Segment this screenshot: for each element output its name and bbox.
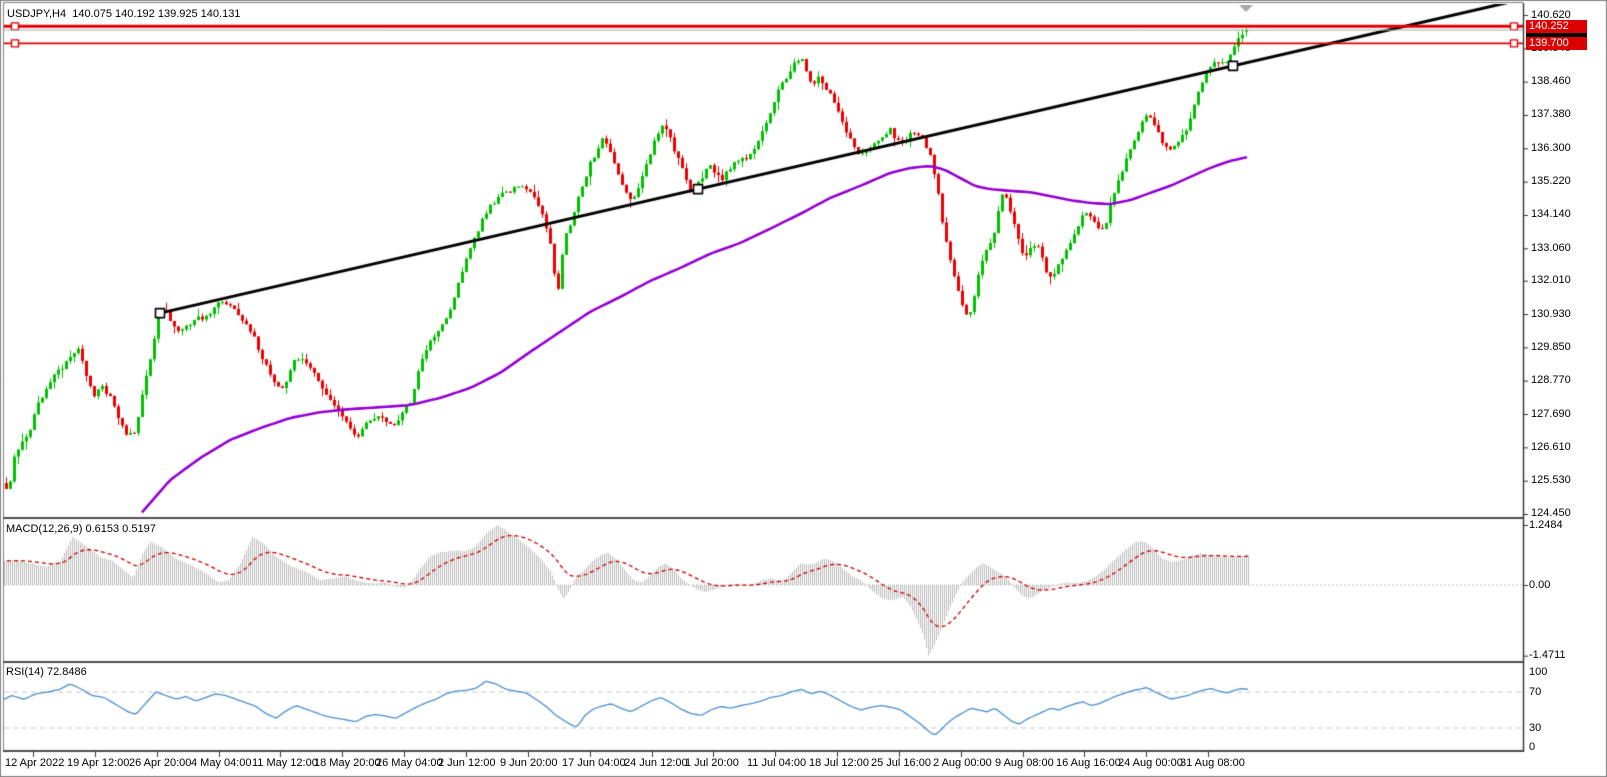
time-axis-label: 16 Aug 16:00	[1056, 757, 1121, 769]
price-axis-tick-label: 126.610	[1531, 440, 1571, 453]
price-axis-tick-label: 140.620	[1531, 8, 1571, 21]
macd-axis-tick-label: 0.00	[1529, 578, 1551, 591]
price-axis-tick-label: 138.460	[1531, 75, 1571, 88]
time-axis-label: 31 Aug 08:00	[1180, 757, 1245, 769]
time-axis-label: 18 Jul 12:00	[809, 757, 869, 769]
time-axis-label: 9 Jun 20:00	[500, 757, 558, 769]
time-axis-label: 11 May 12:00	[252, 757, 318, 769]
time-axis-label: 12 Apr 2022	[5, 757, 65, 769]
time-axis-label: 25 Jul 16:00	[871, 757, 931, 769]
price-axis-tick-label: 129.850	[1531, 340, 1571, 353]
price-axis-tick-label: 125.530	[1531, 474, 1571, 487]
macd-axis-tick-label: 1.2484	[1529, 518, 1563, 531]
price-axis-tick-label: 127.690	[1531, 407, 1571, 420]
macd-label: MACD(12,26,9) 0.6153 0.5197	[6, 523, 156, 535]
resistance-price-badge[interactable]: 140.252	[1526, 19, 1587, 33]
time-axis-label: 1 Jul 20:00	[685, 757, 739, 769]
time-axis-label: 24 Jun 12:00	[624, 757, 688, 769]
time-axis-label: 18 May 20:00	[314, 757, 381, 769]
time-axis-label: 2 Jun 12:00	[438, 757, 496, 769]
price-axis-tick-label: 133.060	[1531, 241, 1571, 254]
time-axis-label: 11 Jul 04:00	[747, 757, 807, 769]
price-axis-tick-label: 130.930	[1531, 307, 1571, 320]
macd-axis-tick-label: -1.4711	[1529, 649, 1566, 662]
time-axis-label: 26 Apr 20:00	[129, 757, 192, 769]
rsi-axis-tick-label: 0	[1529, 740, 1536, 753]
rsi-axis-tick-label: 70	[1529, 685, 1542, 698]
price-axis-tick-label: 137.380	[1531, 108, 1571, 121]
time-axis-label: 26 May 04:00	[376, 757, 443, 769]
time-axis-label: 17 Jun 04:00	[562, 757, 626, 769]
price-axis-tick-label: 136.300	[1531, 141, 1571, 154]
price-axis-tick-label: 135.220	[1531, 175, 1571, 188]
price-axis-tick-label: 128.770	[1531, 374, 1571, 387]
chart-title: USDJPY,H4 140.075 140.192 139.925 140.13…	[7, 8, 241, 20]
time-axis-label: 9 Aug 08:00	[995, 757, 1054, 769]
time-axis-label: 2 Aug 00:00	[933, 757, 992, 769]
rsi-axis-tick-label: 30	[1529, 721, 1542, 734]
time-axis-label: 19 Apr 12:00	[67, 757, 130, 769]
rsi-axis-tick-label: 100	[1529, 665, 1548, 678]
price-axis-tick-label: 134.140	[1531, 208, 1571, 221]
support-price-badge[interactable]: 139.700	[1526, 36, 1587, 50]
price-axis-tick-label: 124.450	[1531, 507, 1571, 520]
price-axis-tick-label: 132.010	[1531, 274, 1571, 287]
rsi-label: RSI(14) 72.8486	[6, 666, 87, 678]
time-axis-label: 4 May 04:00	[191, 757, 252, 769]
time-axis-label: 24 Aug 00:00	[1118, 757, 1183, 769]
